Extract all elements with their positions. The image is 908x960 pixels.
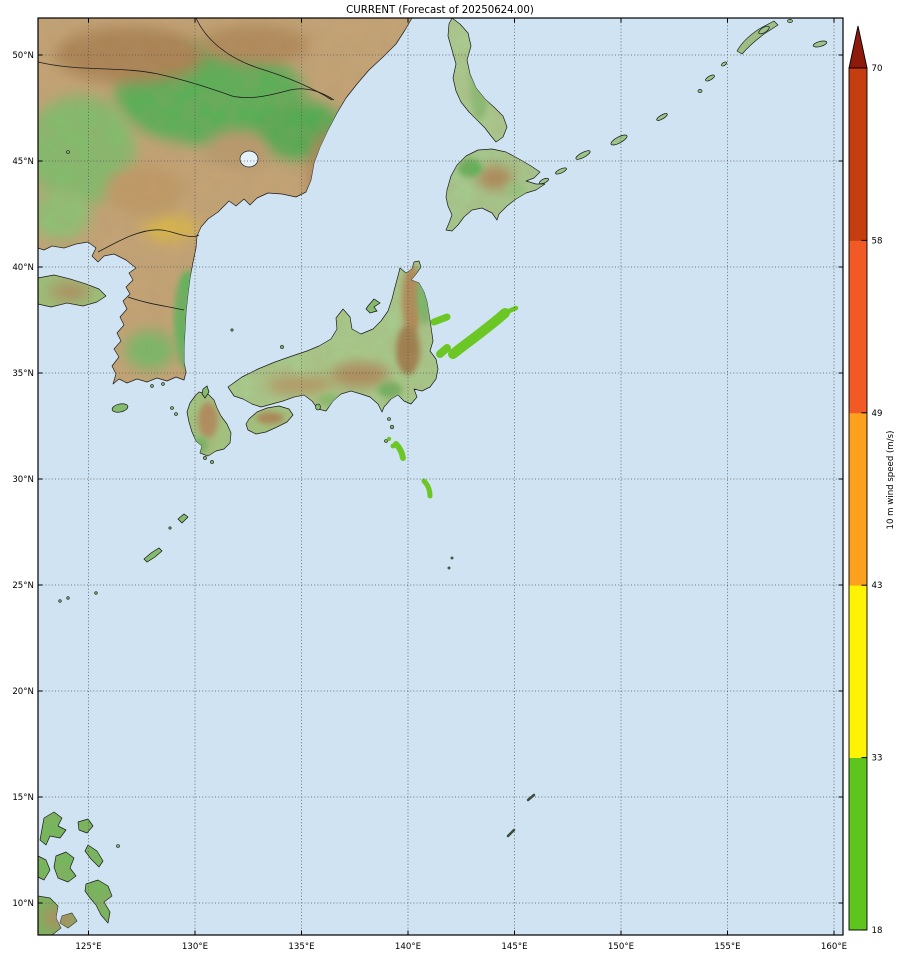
- colorbar-tick-label: 49: [872, 409, 883, 419]
- colorbar-over-arrow: [848, 25, 868, 69]
- axis-labels-layer: 50°N 45°N 40°N 35°N 30°N 25°N 20°N 15°N 10°N 125°…: [12, 51, 847, 952]
- lon-tick-label: 125°E: [75, 942, 101, 952]
- map-frame: [37, 17, 844, 936]
- islet-dot: [210, 460, 214, 464]
- islet-dot: [387, 417, 391, 421]
- lat-tick-label: 35°N: [12, 369, 34, 379]
- colorbar-tick-label: 43: [872, 581, 883, 591]
- colorbar-axis-label: 10 m wind speed (m/s): [886, 431, 896, 530]
- lakes-layer: [239, 150, 259, 168]
- islet-dot: [280, 345, 284, 349]
- lon-tick-label: 160°E: [821, 942, 847, 952]
- colorbar-tick-label: 58: [872, 236, 883, 246]
- colorbar-outline: [848, 67, 868, 931]
- river-line: [37, 61, 233, 97]
- colorbar-segment-58-70: [849, 68, 867, 241]
- island-kuril-chain: [697, 89, 703, 93]
- wind-patch-18-33: [421, 478, 433, 499]
- island-kuril-chain: [610, 134, 628, 146]
- island-tsushima: [201, 385, 210, 399]
- island-okinawa: [143, 547, 163, 563]
- lon-tick-label: 155°E: [714, 942, 740, 952]
- lon-tick-label: 135°E: [288, 942, 314, 952]
- islet-dot: [389, 424, 395, 430]
- islet-dot: [168, 526, 172, 530]
- axis-ticks-layer: [38, 18, 843, 935]
- island-sado: [365, 298, 381, 314]
- small-islands-layer: [58, 19, 828, 848]
- islet-dot: [66, 150, 70, 154]
- island-kuril-chain: [539, 177, 549, 185]
- islet-dot: [203, 456, 207, 460]
- islet-dot: [384, 439, 388, 443]
- island-awaji: [315, 403, 321, 411]
- colorbar-tick-label: 70: [872, 64, 883, 74]
- colorbar-segment-18-33: [849, 757, 867, 931]
- wind-shading-layer: [386, 305, 519, 499]
- graticule-layer: [39, 19, 842, 934]
- lon-tick-label: 150°E: [608, 942, 634, 952]
- islet-dot: [94, 591, 98, 595]
- island-kuril-chain: [787, 19, 793, 23]
- islet-dot: [174, 412, 178, 416]
- colorbar-segment-49-58: [849, 240, 867, 414]
- colorbar-tick-label: 18: [872, 926, 883, 936]
- country-border-line: [97, 229, 200, 253]
- islet-dot: [161, 382, 165, 386]
- islet-dot: [230, 328, 234, 332]
- lat-tick-label: 40°N: [12, 263, 34, 273]
- island-jeju: [111, 403, 129, 413]
- wind-patch-18-33: [390, 443, 396, 449]
- island-kuril-chain: [720, 61, 728, 67]
- islet-dot: [170, 406, 174, 410]
- colorbar-segment-43-49: [849, 412, 867, 586]
- lat-tick-label: 10°N: [12, 899, 34, 909]
- lat-tick-label: 25°N: [12, 581, 34, 591]
- island-kuril-chain: [656, 113, 668, 121]
- lon-tick-label: 140°E: [395, 942, 421, 952]
- islet-dot: [66, 596, 70, 600]
- lat-tick-label: 15°N: [12, 793, 34, 803]
- lat-tick-label: 45°N: [12, 157, 34, 167]
- wind-patch-18-33: [436, 344, 451, 358]
- islet-dot: [447, 566, 451, 570]
- lat-tick-label: 50°N: [12, 51, 34, 61]
- river-line: [231, 88, 335, 101]
- islet-mariana: [506, 828, 516, 838]
- lake-khanka: [239, 150, 259, 168]
- islet-dot: [150, 384, 154, 388]
- islet-dot: [116, 844, 120, 848]
- colorbar: 18 33 43 49 58 70: [848, 25, 883, 936]
- lat-tick-label: 20°N: [12, 687, 34, 697]
- country-border-line: [127, 296, 185, 311]
- island-kuril-chain: [758, 25, 770, 35]
- wind-patch-18-33: [393, 441, 406, 461]
- island-kuril-chain: [575, 150, 591, 160]
- island-kuril-chain: [705, 74, 715, 82]
- river-line: [195, 17, 333, 101]
- lat-tick-label: 30°N: [12, 475, 34, 485]
- rivers-borders-layer: [37, 17, 335, 311]
- wind-patch-18-33: [386, 436, 392, 442]
- island-kuril-chain: [812, 40, 828, 48]
- island-amami: [177, 513, 189, 524]
- colorbar-segment-33-43: [849, 585, 867, 758]
- islet-mariana: [526, 793, 536, 802]
- islet-dot: [450, 556, 454, 560]
- lon-tick-label: 130°E: [182, 942, 208, 952]
- island-kuril-chain: [555, 167, 567, 175]
- wind-patch-18-33: [506, 305, 519, 314]
- wind-patch-18-33: [448, 308, 510, 359]
- wind-patch-18-33: [430, 313, 451, 326]
- plot-title: CURRENT (Forecast of 20250624.00): [346, 5, 534, 16]
- colorbar-tick-label: 33: [872, 754, 883, 764]
- islet-dot: [58, 599, 62, 603]
- lon-tick-label: 145°E: [501, 942, 527, 952]
